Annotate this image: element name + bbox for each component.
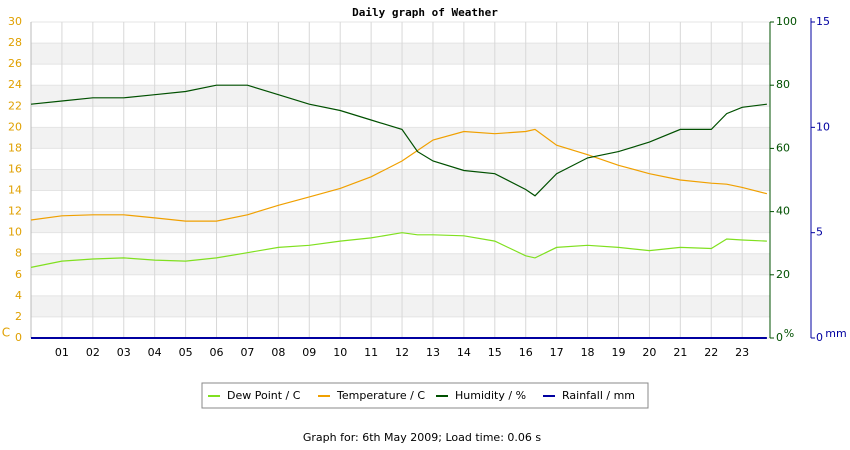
band bbox=[31, 127, 770, 149]
y-tick-label: 20 bbox=[8, 120, 22, 133]
band bbox=[31, 295, 770, 317]
y2-tick-label: 0 bbox=[776, 331, 783, 344]
legend-box bbox=[201, 382, 649, 409]
x-tick-label: 19 bbox=[611, 346, 625, 359]
x-tick-label: 01 bbox=[55, 346, 69, 359]
y2-tick-label: 60 bbox=[776, 141, 790, 154]
y2-tick-label: 40 bbox=[776, 205, 790, 218]
band bbox=[31, 64, 770, 86]
band bbox=[31, 211, 770, 233]
x-tick-label: 23 bbox=[735, 346, 749, 359]
x-tick-label: 03 bbox=[117, 346, 131, 359]
band bbox=[31, 169, 770, 191]
y3-axis-label: mm bbox=[825, 327, 846, 340]
x-tick-label: 17 bbox=[550, 346, 564, 359]
y3-tick-label: 0 bbox=[816, 331, 823, 344]
y2-axis-label: % bbox=[784, 327, 794, 340]
x-tick-label: 21 bbox=[673, 346, 687, 359]
y-tick-label: 8 bbox=[15, 247, 22, 260]
y-tick-label: 12 bbox=[8, 205, 22, 218]
series-line bbox=[30, 84, 767, 197]
y2-tick-label: 20 bbox=[776, 268, 790, 281]
y-tick-label: 22 bbox=[8, 99, 22, 112]
y-tick-label: 26 bbox=[8, 57, 22, 70]
legend-label: Temperature / C bbox=[336, 389, 425, 402]
x-tick-label: 02 bbox=[86, 346, 100, 359]
x-tick-label: 16 bbox=[519, 346, 533, 359]
y3-tick-label: 15 bbox=[816, 15, 830, 28]
y-tick-label: 4 bbox=[15, 289, 22, 302]
footer: Graph for: 6th May 2009; Load time: 0.06… bbox=[303, 431, 542, 444]
legend-label: Humidity / % bbox=[455, 389, 526, 402]
band bbox=[31, 85, 770, 107]
band bbox=[31, 316, 770, 338]
band bbox=[31, 43, 770, 65]
band bbox=[31, 253, 770, 275]
y-tick-label: 30 bbox=[8, 15, 22, 28]
y-tick-label: 0 bbox=[15, 331, 22, 344]
x-tick-label: 13 bbox=[426, 346, 440, 359]
x-tick-label: 11 bbox=[364, 346, 378, 359]
x-tick-label: 09 bbox=[302, 346, 316, 359]
band bbox=[31, 232, 770, 254]
y-tick-label: 10 bbox=[8, 226, 22, 239]
band bbox=[31, 106, 770, 128]
legend-label: Rainfall / mm bbox=[562, 389, 635, 402]
y2-tick-label: 80 bbox=[776, 78, 790, 91]
band bbox=[31, 148, 770, 170]
x-tick-label: 10 bbox=[333, 346, 347, 359]
chart-title: Daily graph of Weather bbox=[352, 6, 498, 19]
x-tick-label: 22 bbox=[704, 346, 718, 359]
x-tick-label: 07 bbox=[240, 346, 254, 359]
x-tick-label: 12 bbox=[395, 346, 409, 359]
x-tick-label: 18 bbox=[581, 346, 595, 359]
series-line bbox=[30, 128, 768, 222]
y-tick-label: 24 bbox=[8, 78, 22, 91]
x-tick-label: 20 bbox=[642, 346, 656, 359]
x-tick-label: 04 bbox=[148, 346, 162, 359]
y-tick-label: 14 bbox=[8, 184, 22, 197]
y-tick-label: 18 bbox=[8, 141, 22, 154]
x-tick-label: 05 bbox=[179, 346, 193, 359]
band bbox=[31, 190, 770, 212]
series-line bbox=[30, 232, 767, 268]
x-tick-label: 06 bbox=[210, 346, 224, 359]
band bbox=[31, 22, 770, 44]
x-tick-label: 08 bbox=[271, 346, 285, 359]
y-tick-label: 6 bbox=[15, 268, 22, 281]
y3-tick-label: 10 bbox=[816, 120, 830, 133]
y-axis-label: C bbox=[2, 326, 10, 340]
band bbox=[31, 274, 770, 296]
legend-label: Dew Point / C bbox=[227, 389, 301, 402]
y2-tick-label: 100 bbox=[776, 15, 797, 28]
y-tick-label: 28 bbox=[8, 36, 22, 49]
x-tick-label: 14 bbox=[457, 346, 471, 359]
y-tick-label: 16 bbox=[8, 162, 22, 175]
x-tick-label: 15 bbox=[488, 346, 502, 359]
y-tick-label: 2 bbox=[15, 310, 22, 323]
y3-tick-label: 5 bbox=[816, 226, 823, 239]
